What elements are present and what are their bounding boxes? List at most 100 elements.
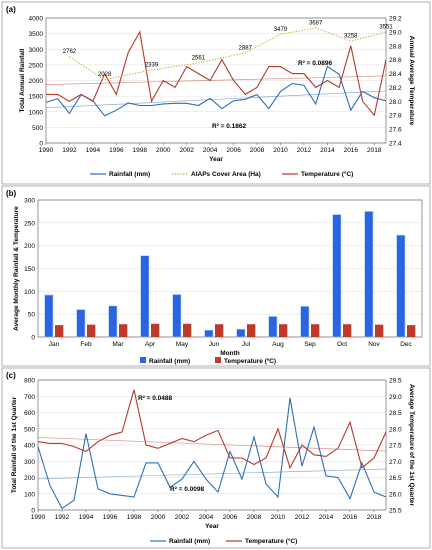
y-right-tick-label: 29.0 xyxy=(389,394,402,401)
x-tick-label: 1992 xyxy=(55,514,70,521)
bar-temperature xyxy=(183,323,192,337)
bar-temperature xyxy=(151,323,160,337)
series-line-0 xyxy=(45,65,387,117)
x-tick-label: 2000 xyxy=(151,514,166,521)
x-tick-label: 2000 xyxy=(156,147,171,154)
x-tick-label: 2002 xyxy=(175,514,190,521)
x-tick-label: 2004 xyxy=(199,514,214,521)
y-tick-label: 150 xyxy=(24,266,35,273)
legend-item: Temperature (ºC) xyxy=(224,358,276,365)
x-tick-label: 1998 xyxy=(127,514,142,521)
x-tick-label: Aug xyxy=(272,341,284,348)
x-tick-label: 1990 xyxy=(31,514,46,521)
x-tick-label: Apr xyxy=(145,341,156,348)
data-label: 2561 xyxy=(192,55,206,61)
y-tick-label: 2500 xyxy=(29,62,44,69)
bar-rainfall xyxy=(300,306,310,338)
y-right-tick-label: 27.6 xyxy=(389,127,402,134)
x-tick-label: 2016 xyxy=(343,514,358,521)
x-tick-label: May xyxy=(176,341,189,348)
y-right-tick-label: 26.5 xyxy=(389,475,402,482)
r-squared-label: R² = 0.0098 xyxy=(170,486,205,493)
legend-item: Rainfall (mm) xyxy=(109,171,150,178)
series-line-1 xyxy=(37,389,387,470)
bar-rainfall xyxy=(204,329,214,338)
x-tick-label: 1996 xyxy=(109,147,124,154)
y-right-tick-label: 28.5 xyxy=(389,410,402,417)
y-tick-label: 1500 xyxy=(29,94,44,101)
y-right-tick-label: 27.0 xyxy=(389,459,402,466)
y-tick-label: 4000 xyxy=(29,16,44,23)
bar-temperature xyxy=(247,324,256,337)
panel-label: (c) xyxy=(6,371,16,380)
bar-temperature xyxy=(87,324,96,337)
data-label: 3479 xyxy=(274,27,288,33)
x-tick-label: 1998 xyxy=(133,147,148,154)
y-right-axis-title: Annual Average Temperature xyxy=(408,36,415,126)
x-tick-label: Jul xyxy=(242,341,251,348)
data-label: 3687 xyxy=(309,20,323,26)
x-tick-label: Sep xyxy=(304,341,316,348)
x-tick-label: 2016 xyxy=(344,147,359,154)
y-tick-label: 1000 xyxy=(29,109,44,116)
panel-label: (b) xyxy=(6,189,17,198)
x-tick-label: 2018 xyxy=(367,514,382,521)
chart-a: (a) 0 500 1000 1500 2000 2500 3000 3500 4000 27.4 2… xyxy=(6,5,415,178)
x-axis-title: Month xyxy=(220,350,240,357)
y-tick-label: 300 xyxy=(24,459,35,466)
y-right-tick-label: 29.0 xyxy=(389,29,402,36)
bar-temperature xyxy=(215,324,224,337)
y-tick-label: 0 xyxy=(31,335,35,342)
legend-swatch xyxy=(140,357,146,363)
panel-c-frame xyxy=(1,367,431,549)
panel-label: (a) xyxy=(6,5,16,14)
bar-rainfall xyxy=(76,309,86,338)
y-right-axis-title: Average Temperature of the 1st Quarter xyxy=(408,384,415,507)
y-right-tick-label: 28.2 xyxy=(389,85,402,92)
y-right-tick-label: 27.5 xyxy=(389,443,402,450)
x-tick-label: Oct xyxy=(337,341,347,348)
legend-swatch xyxy=(215,357,221,363)
y-tick-label: 700 xyxy=(24,394,35,401)
x-tick-label: 2012 xyxy=(297,147,312,154)
y-tick-label: 2000 xyxy=(29,78,44,85)
x-tick-label: Dec xyxy=(400,341,412,348)
x-tick-label: 2008 xyxy=(250,147,265,154)
y-axis-title: Total Annual Rainfall xyxy=(19,48,26,112)
x-tick-label: 1996 xyxy=(103,514,118,521)
plot-area xyxy=(37,379,387,511)
y-tick-label: 3500 xyxy=(29,31,44,38)
y-right-tick-label: 27.8 xyxy=(389,113,402,120)
y-tick-label: 500 xyxy=(32,125,43,132)
r-squared-label: R² = 0.0896 xyxy=(298,60,333,67)
bar-rainfall xyxy=(364,211,374,338)
legend-item: Rainfall (mm) xyxy=(169,538,210,545)
y-right-tick-label: 29.5 xyxy=(389,378,402,385)
x-tick-label: 2010 xyxy=(273,147,288,154)
data-label: 3258 xyxy=(344,34,358,40)
y-tick-label: 400 xyxy=(24,443,35,450)
x-tick-label: 2006 xyxy=(226,147,241,154)
x-tick-label: 1994 xyxy=(79,514,94,521)
x-tick-label: Nov xyxy=(368,341,380,348)
x-tick-label: 2004 xyxy=(203,147,218,154)
legend-item: AIAPs Cover Area (Ha) xyxy=(191,171,261,178)
series-line-0 xyxy=(37,397,387,510)
data-label: 2028 xyxy=(98,72,112,78)
bar-rainfall xyxy=(140,255,150,338)
x-tick-label: Jan xyxy=(49,341,60,348)
x-axis-title: Year xyxy=(209,156,223,163)
legend-item: Temperature (°C) xyxy=(301,170,353,178)
plot-area xyxy=(37,199,423,338)
trendline-0 xyxy=(37,468,387,480)
legend-item: Temperature (°C) xyxy=(245,537,297,545)
x-tick-label: 2010 xyxy=(271,514,286,521)
legend-item: Rainfall (mm) xyxy=(149,358,190,365)
bar-temperature xyxy=(119,324,128,337)
bar-rainfall xyxy=(108,305,118,338)
x-tick-label: Mar xyxy=(112,341,124,348)
bar-rainfall xyxy=(44,294,54,338)
bar-temperature xyxy=(279,324,288,337)
bar-temperature xyxy=(407,325,416,337)
